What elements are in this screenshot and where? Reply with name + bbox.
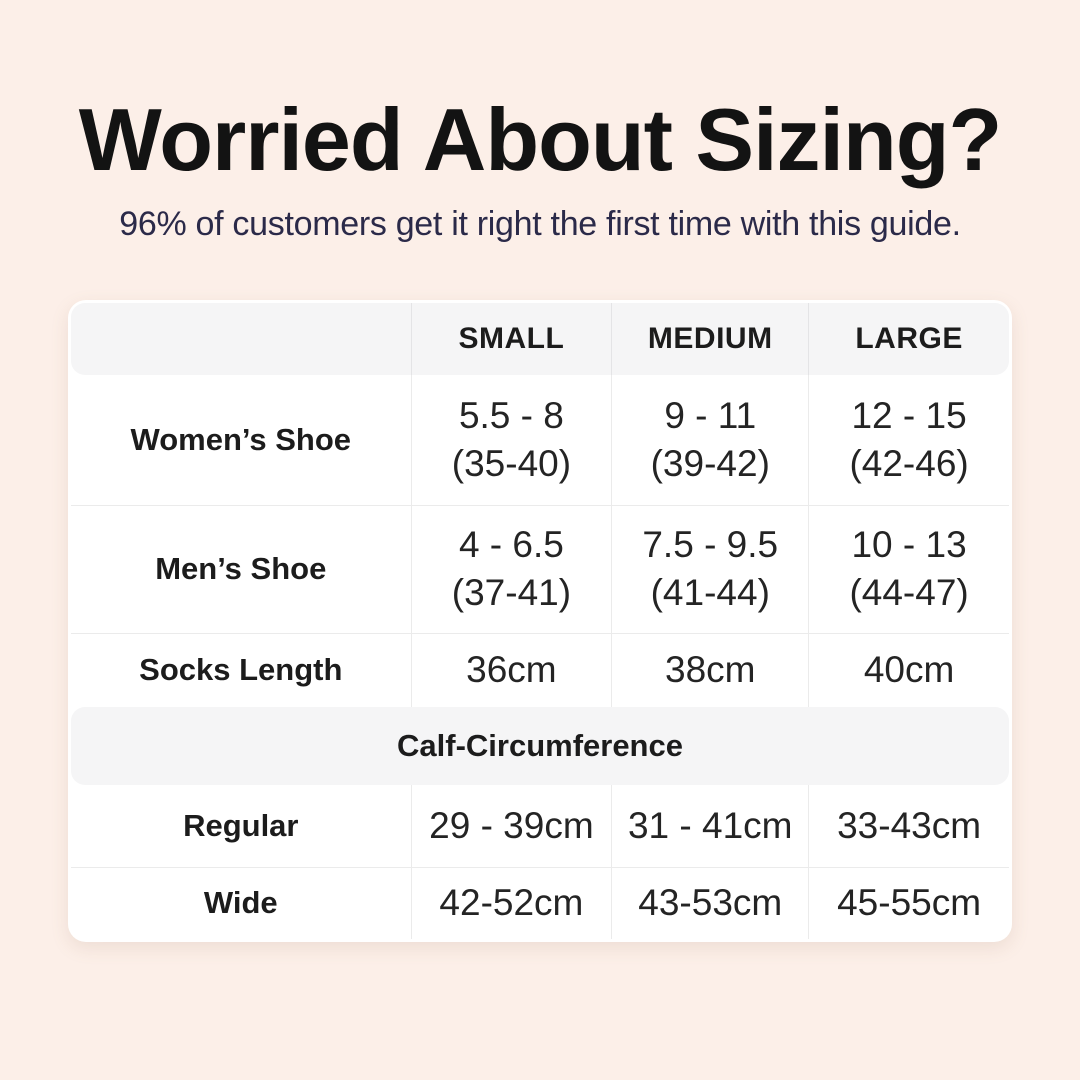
sizing-guide-page: Worried About Sizing? 96% of customers g…: [0, 90, 1080, 942]
cell-wide-large: 45-55cm: [808, 867, 1009, 939]
cell-womens-large: 12 - 15 (42-46): [808, 374, 1009, 505]
table-header-row: SMALL MEDIUM LARGE: [71, 302, 1009, 375]
cell-regular-medium: 31 - 41cm: [611, 784, 808, 867]
header-small: SMALL: [410, 302, 612, 375]
size-table: SMALL MEDIUM LARGE Women’s Shoe 5.5 - 8 …: [68, 299, 1012, 942]
cell-womens-small: 5.5 - 8 (35-40): [410, 374, 612, 505]
row-label: Men’s Shoe: [155, 551, 327, 587]
value-line: 4 - 6.5: [458, 524, 564, 566]
cell-socks-small: 36cm: [410, 633, 612, 707]
row-label: Wide: [203, 885, 278, 921]
page-subtitle: 96% of customers get it right the first …: [119, 204, 961, 243]
row-label: Socks Length: [139, 652, 343, 688]
value-line: (44-47): [849, 572, 969, 614]
cell-socks-large: 40cm: [808, 633, 1009, 707]
value-line: (41-44): [650, 572, 770, 614]
value-line: (39-42): [650, 442, 770, 484]
cell-mens-large: 10 - 13 (44-47): [808, 505, 1009, 633]
cell-socks-medium: 38cm: [611, 633, 808, 707]
value-line: 7.5 - 9.5: [642, 524, 779, 566]
row-label: Regular: [183, 807, 299, 843]
cell-womens-medium: 9 - 11 (39-42): [611, 374, 808, 505]
value-line: 12 - 15: [851, 394, 967, 436]
value-line: 9 - 11: [664, 394, 757, 436]
table-row-womens-shoe: Women’s Shoe 5.5 - 8 (35-40) 9 - 11 (39-…: [71, 374, 1009, 505]
table-row-wide: Wide 42-52cm 43-53cm 45-55cm: [71, 866, 1009, 939]
header-empty-cell: [71, 303, 411, 375]
value-line: (35-40): [451, 442, 572, 484]
value-line: 10 - 13: [851, 524, 967, 566]
table-row-mens-shoe: Men’s Shoe 4 - 6.5 (37-41) 7.5 - 9.5 (41…: [71, 504, 1009, 633]
value-line: 5.5 - 8: [458, 394, 564, 436]
table-row-regular: Regular 29 - 39cm 31 - 41cm 33-43cm: [71, 784, 1009, 867]
cell-mens-small: 4 - 6.5 (37-41): [410, 505, 612, 633]
page-title: Worried About Sizing?: [78, 90, 1002, 189]
section-title: Calf-Circumference: [397, 727, 683, 763]
table-row-socks-length: Socks Length 36cm 38cm 40cm: [71, 632, 1009, 707]
value-line: (37-41): [451, 572, 572, 614]
cell-mens-medium: 7.5 - 9.5 (41-44): [611, 505, 808, 633]
cell-regular-large: 33-43cm: [808, 784, 1009, 867]
header-medium: MEDIUM: [611, 302, 808, 375]
value-line: (42-46): [849, 442, 969, 484]
cell-wide-small: 42-52cm: [410, 867, 612, 939]
cell-regular-small: 29 - 39cm: [410, 784, 612, 867]
section-header-calf-circumference: Calf-Circumference: [71, 706, 1009, 785]
header-large: LARGE: [808, 302, 1009, 375]
row-label: Women’s Shoe: [130, 421, 352, 457]
cell-wide-medium: 43-53cm: [611, 867, 808, 939]
